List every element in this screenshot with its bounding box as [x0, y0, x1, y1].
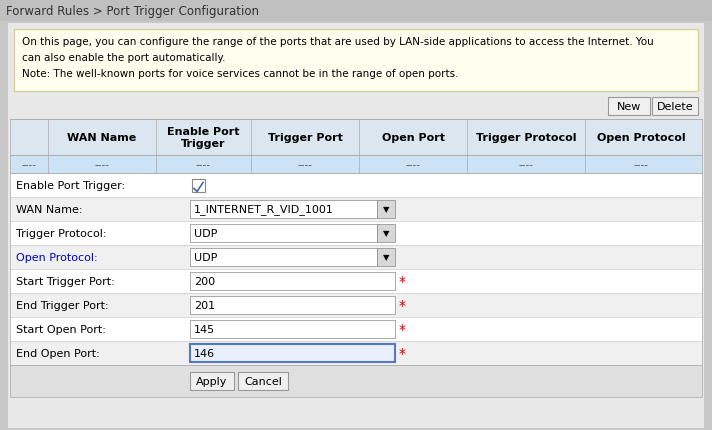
Text: ----: ----: [95, 160, 110, 169]
Text: Open Protocol: Open Protocol: [597, 133, 686, 143]
Bar: [10, 221, 702, 246]
Bar: [10, 341, 702, 365]
Bar: [10, 120, 702, 156]
Bar: [377, 224, 395, 243]
Text: Cancel: Cancel: [244, 376, 282, 386]
Text: ----: ----: [634, 160, 649, 169]
Text: Start Trigger Port:: Start Trigger Port:: [16, 276, 115, 286]
Bar: [190, 272, 395, 290]
Bar: [10, 197, 702, 221]
Text: *: *: [399, 322, 406, 336]
Bar: [190, 200, 377, 218]
Text: *: *: [399, 298, 406, 312]
Text: Note: The well-known ports for voice services cannot be in the range of open por: Note: The well-known ports for voice ser…: [22, 69, 459, 79]
Bar: [10, 293, 702, 317]
Text: WAN Name:: WAN Name:: [16, 205, 83, 215]
Text: Trigger Port: Trigger Port: [268, 133, 342, 143]
Text: Forward Rules > Port Trigger Configuration: Forward Rules > Port Trigger Configurati…: [6, 4, 259, 18]
Bar: [190, 372, 234, 390]
Bar: [608, 98, 650, 116]
Bar: [190, 344, 395, 362]
Bar: [190, 249, 377, 266]
Bar: [190, 296, 395, 314]
Text: Open Protocol:: Open Protocol:: [16, 252, 98, 262]
Text: Enable Port Trigger:: Enable Port Trigger:: [16, 181, 125, 190]
Bar: [192, 179, 205, 192]
Text: ----: ----: [406, 160, 421, 169]
Text: 146: 146: [194, 348, 215, 358]
Text: ----: ----: [298, 160, 313, 169]
Text: *: *: [399, 346, 406, 360]
Text: End Trigger Port:: End Trigger Port:: [16, 300, 109, 310]
Text: 145: 145: [194, 324, 215, 334]
Text: Enable Port: Enable Port: [167, 127, 240, 137]
Text: ▼: ▼: [383, 229, 389, 238]
Bar: [0, 0, 712, 22]
Bar: [10, 269, 702, 293]
Text: Trigger Protocol: Trigger Protocol: [476, 133, 576, 143]
Bar: [652, 98, 698, 116]
Text: Trigger: Trigger: [182, 139, 226, 149]
Bar: [238, 372, 288, 390]
Bar: [10, 174, 702, 365]
Text: ▼: ▼: [383, 253, 389, 262]
Bar: [190, 320, 395, 338]
Text: 201: 201: [194, 300, 215, 310]
Text: On this page, you can configure the range of the ports that are used by LAN-side: On this page, you can configure the rang…: [22, 37, 654, 47]
Text: Trigger Protocol:: Trigger Protocol:: [16, 228, 107, 239]
Text: ----: ----: [518, 160, 533, 169]
Bar: [10, 365, 702, 397]
Text: UDP: UDP: [194, 228, 217, 239]
Bar: [377, 249, 395, 266]
Bar: [190, 224, 377, 243]
Text: Apply: Apply: [197, 376, 228, 386]
Text: Delete: Delete: [656, 102, 693, 112]
Bar: [10, 246, 702, 269]
Bar: [14, 30, 698, 92]
Text: ----: ----: [196, 160, 211, 169]
Bar: [377, 200, 395, 218]
Bar: [10, 156, 702, 174]
Text: Open Port: Open Port: [382, 133, 444, 143]
Text: UDP: UDP: [194, 252, 217, 262]
Text: Start Open Port:: Start Open Port:: [16, 324, 106, 334]
Text: New: New: [617, 102, 642, 112]
Bar: [10, 317, 702, 341]
Text: can also enable the port automatically.: can also enable the port automatically.: [22, 53, 226, 63]
Text: WAN Name: WAN Name: [68, 133, 137, 143]
Text: *: *: [399, 274, 406, 289]
Text: 1_INTERNET_R_VID_1001: 1_INTERNET_R_VID_1001: [194, 204, 334, 215]
Text: ▼: ▼: [383, 205, 389, 214]
Text: ----: ----: [21, 160, 36, 169]
Bar: [10, 174, 702, 197]
Text: End Open Port:: End Open Port:: [16, 348, 100, 358]
Text: 200: 200: [194, 276, 215, 286]
